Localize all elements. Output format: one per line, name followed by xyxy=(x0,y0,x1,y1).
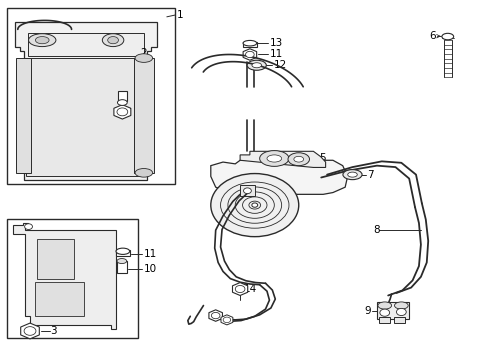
Ellipse shape xyxy=(288,153,310,166)
Ellipse shape xyxy=(442,33,454,40)
Ellipse shape xyxy=(135,54,153,62)
Text: 3: 3 xyxy=(50,326,57,336)
Text: 14: 14 xyxy=(244,284,257,294)
Text: 12: 12 xyxy=(273,60,287,70)
Text: 13: 13 xyxy=(270,38,283,48)
Ellipse shape xyxy=(378,302,392,309)
Ellipse shape xyxy=(267,155,282,162)
Circle shape xyxy=(117,108,128,116)
Ellipse shape xyxy=(252,63,262,68)
Ellipse shape xyxy=(247,60,266,70)
Ellipse shape xyxy=(394,302,408,309)
Ellipse shape xyxy=(211,174,299,237)
Circle shape xyxy=(245,51,254,58)
Ellipse shape xyxy=(380,309,390,316)
Polygon shape xyxy=(15,22,157,180)
Polygon shape xyxy=(221,315,233,325)
Circle shape xyxy=(223,317,231,323)
Circle shape xyxy=(211,312,220,319)
Text: 4: 4 xyxy=(138,91,144,101)
Ellipse shape xyxy=(294,156,304,162)
Text: 1: 1 xyxy=(176,10,183,20)
Polygon shape xyxy=(209,310,222,321)
Ellipse shape xyxy=(343,170,362,180)
Bar xyxy=(240,185,255,196)
Ellipse shape xyxy=(243,40,257,46)
Bar xyxy=(118,91,127,101)
Bar xyxy=(6,220,139,338)
Ellipse shape xyxy=(116,248,130,255)
Circle shape xyxy=(24,327,36,335)
Text: 5: 5 xyxy=(319,153,325,163)
Bar xyxy=(6,8,175,184)
Polygon shape xyxy=(114,105,131,119)
Ellipse shape xyxy=(117,258,127,264)
Ellipse shape xyxy=(135,168,153,177)
Text: 6: 6 xyxy=(429,31,436,41)
Bar xyxy=(377,302,409,319)
Polygon shape xyxy=(240,151,326,167)
Text: 3: 3 xyxy=(138,107,144,117)
Polygon shape xyxy=(13,223,116,329)
Bar xyxy=(16,58,31,173)
Bar xyxy=(117,261,127,273)
Text: 11: 11 xyxy=(144,248,157,258)
Text: 11: 11 xyxy=(270,49,283,59)
Circle shape xyxy=(235,285,245,293)
Bar xyxy=(134,58,154,173)
Bar xyxy=(37,239,74,279)
Ellipse shape xyxy=(102,34,124,46)
Polygon shape xyxy=(21,323,39,339)
Bar xyxy=(116,250,130,256)
Ellipse shape xyxy=(108,37,119,44)
Ellipse shape xyxy=(396,309,406,316)
Polygon shape xyxy=(211,160,347,194)
Ellipse shape xyxy=(118,100,127,105)
Circle shape xyxy=(252,203,258,207)
Text: 8: 8 xyxy=(373,225,380,235)
Ellipse shape xyxy=(260,150,289,166)
Text: 7: 7 xyxy=(367,170,374,180)
Circle shape xyxy=(24,224,32,229)
Polygon shape xyxy=(232,283,248,296)
Bar xyxy=(379,317,390,323)
Bar xyxy=(26,58,145,176)
Bar xyxy=(27,33,144,56)
Bar xyxy=(394,317,405,323)
Bar xyxy=(243,42,257,47)
Ellipse shape xyxy=(28,34,56,46)
Polygon shape xyxy=(243,49,257,60)
Ellipse shape xyxy=(35,37,49,44)
Ellipse shape xyxy=(348,172,357,177)
Text: 10: 10 xyxy=(144,264,157,274)
Text: 9: 9 xyxy=(365,306,371,315)
Text: 2: 2 xyxy=(140,48,147,58)
Bar xyxy=(35,282,84,316)
Circle shape xyxy=(244,188,251,194)
